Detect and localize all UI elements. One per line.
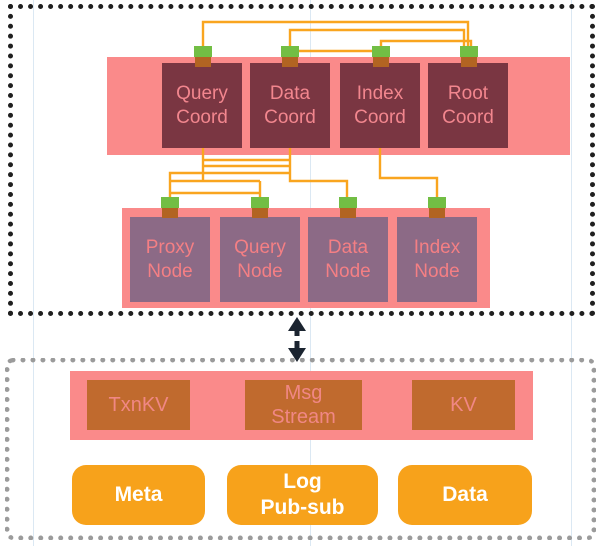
root-coord-port-icon [460, 46, 478, 67]
msg-stream-service-box: Msg Stream [245, 380, 362, 430]
slide-guide-line [571, 0, 572, 546]
data-coord-box: Data Coord [250, 63, 330, 148]
query-coord-port-icon [194, 46, 212, 67]
data-node-box: Data Node [308, 217, 388, 302]
kv-service-box: KV [412, 380, 515, 430]
data-node-port-icon [339, 197, 357, 218]
storage-layer-frame [5, 358, 596, 540]
root-coord-box: Root Coord [428, 63, 508, 148]
proxy-node-box: Proxy Node [130, 217, 210, 302]
index-coord-box: Index Coord [340, 63, 420, 148]
proxy-node-port-icon [161, 197, 179, 218]
coordinator-layer-frame [8, 4, 595, 316]
query-node-box: Query Node [220, 217, 300, 302]
txnkv-service-box: TxnKV [87, 380, 190, 430]
index-node-port-icon [428, 197, 446, 218]
data-store-box: Data [398, 465, 532, 525]
data-coord-port-icon [281, 46, 299, 67]
query-node-port-icon [251, 197, 269, 218]
query-coord-box: Query Coord [162, 63, 242, 148]
log-pubsub-store-box: Log Pub-sub [227, 465, 378, 525]
meta-store-box: Meta [72, 465, 205, 525]
index-node-box: Index Node [397, 217, 477, 302]
slide-guide-line [33, 0, 34, 546]
bidirectional-arrow-icon [288, 317, 306, 362]
index-coord-port-icon [372, 46, 390, 67]
